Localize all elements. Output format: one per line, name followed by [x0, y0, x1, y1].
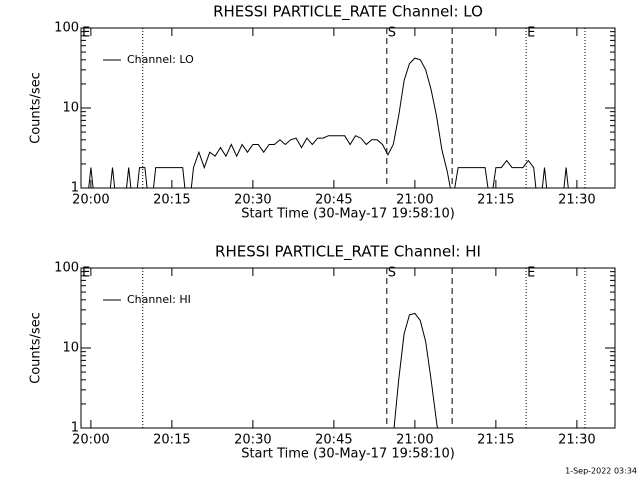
timestamp: 1-Sep-2022 03:34 — [565, 467, 637, 476]
chart-title: RHESSI PARTICLE_RATE Channel: LO — [213, 3, 483, 22]
x-tick-label: 21:15 — [477, 193, 514, 208]
x-tick-label: 20:30 — [234, 193, 271, 208]
y-tick-label: 100 — [54, 261, 79, 276]
x-tick-label: 20:00 — [72, 193, 109, 208]
x-tick-label: 20:45 — [315, 433, 352, 448]
legend-label: Channel: LO — [127, 53, 194, 66]
y-tick-label: 100 — [54, 21, 79, 36]
x-tick-label: 20:45 — [315, 193, 352, 208]
y-tick-label: 1 — [71, 421, 79, 436]
x-tick-label: 21:30 — [558, 433, 595, 448]
marker-label: S — [388, 266, 396, 281]
y-axis-label: Counts/sec — [29, 72, 44, 144]
x-axis-label: Start Time (30-May-17 19:58:10) — [241, 447, 455, 462]
data-line — [88, 57, 569, 188]
y-axis-label: Counts/sec — [29, 312, 44, 384]
x-tick-label: 21:15 — [477, 433, 514, 448]
marker-label: E — [527, 266, 535, 281]
x-tick-label: 21:00 — [396, 433, 433, 448]
marker-label: E — [527, 26, 535, 41]
y-tick-label: 1 — [71, 181, 79, 196]
x-tick-label: 20:15 — [153, 193, 190, 208]
legend-label: Channel: HI — [127, 293, 191, 306]
marker-label: E — [82, 26, 90, 41]
x-tick-label: 21:30 — [558, 193, 595, 208]
x-tick-label: 20:15 — [153, 433, 190, 448]
x-tick-label: 21:00 — [396, 193, 433, 208]
x-tick-label: 20:00 — [72, 433, 109, 448]
marker-label: S — [388, 26, 396, 41]
marker-label: E — [82, 266, 90, 281]
x-tick-label: 20:30 — [234, 433, 271, 448]
y-tick-label: 10 — [62, 341, 79, 356]
chart-title: RHESSI PARTICLE_RATE Channel: HI — [215, 243, 481, 262]
x-axis-label: Start Time (30-May-17 19:58:10) — [241, 207, 455, 222]
y-tick-label: 10 — [62, 101, 79, 116]
